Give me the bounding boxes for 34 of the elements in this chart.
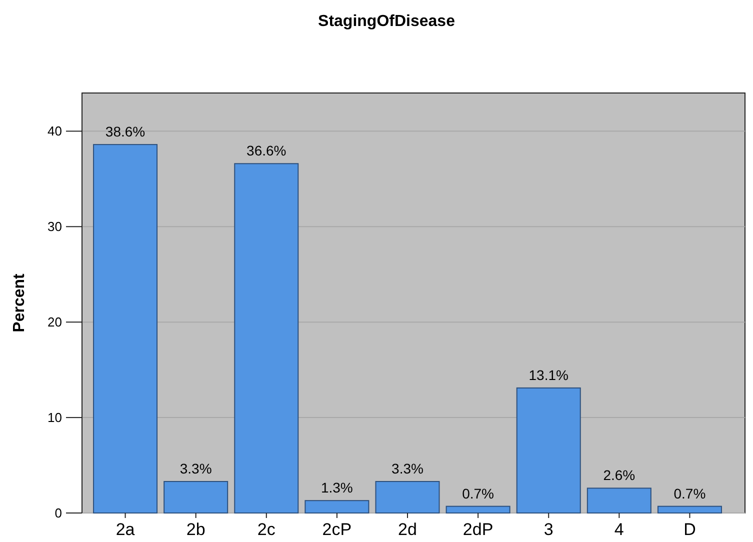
data-label: 0.7% [674, 485, 706, 502]
bar [516, 387, 581, 514]
data-label: 38.6% [105, 124, 146, 140]
data-label: 0.7% [462, 485, 494, 502]
data-label: 3.3% [180, 460, 212, 476]
y-tick-label: 20 [48, 314, 62, 330]
bar [164, 481, 228, 514]
x-tick-label: 2dP [462, 520, 494, 539]
data-label: 13.1% [528, 366, 568, 383]
bar [234, 163, 299, 514]
x-tick-label: 4 [614, 520, 624, 539]
y-tick-label: 10 [48, 410, 62, 426]
y-tick-label: 30 [48, 219, 62, 234]
bar [93, 144, 158, 514]
data-label: 1.3% [320, 480, 353, 496]
data-label: 2.6% [603, 467, 636, 484]
bar [304, 500, 370, 514]
y-tick-label: 0 [54, 506, 62, 521]
x-tick-label: 2cP [322, 520, 352, 539]
x-tick-label: 2b [186, 520, 206, 539]
bar [375, 481, 440, 514]
data-label: 36.6% [246, 142, 286, 159]
y-tick-label: 40 [48, 124, 62, 139]
x-tick-label: 2d [398, 520, 417, 539]
y-axis-title: Percent [11, 272, 28, 332]
bar [446, 506, 510, 514]
x-tick-label: D [684, 520, 696, 539]
x-tick-label: 2c [257, 520, 276, 539]
x-tick-label: 3 [544, 520, 554, 539]
chart-title: StagingOfDisease [318, 13, 456, 30]
data-label: 3.3% [392, 460, 424, 476]
x-tick-label: 2a [116, 520, 136, 539]
bar [586, 488, 652, 514]
bar [657, 506, 722, 514]
